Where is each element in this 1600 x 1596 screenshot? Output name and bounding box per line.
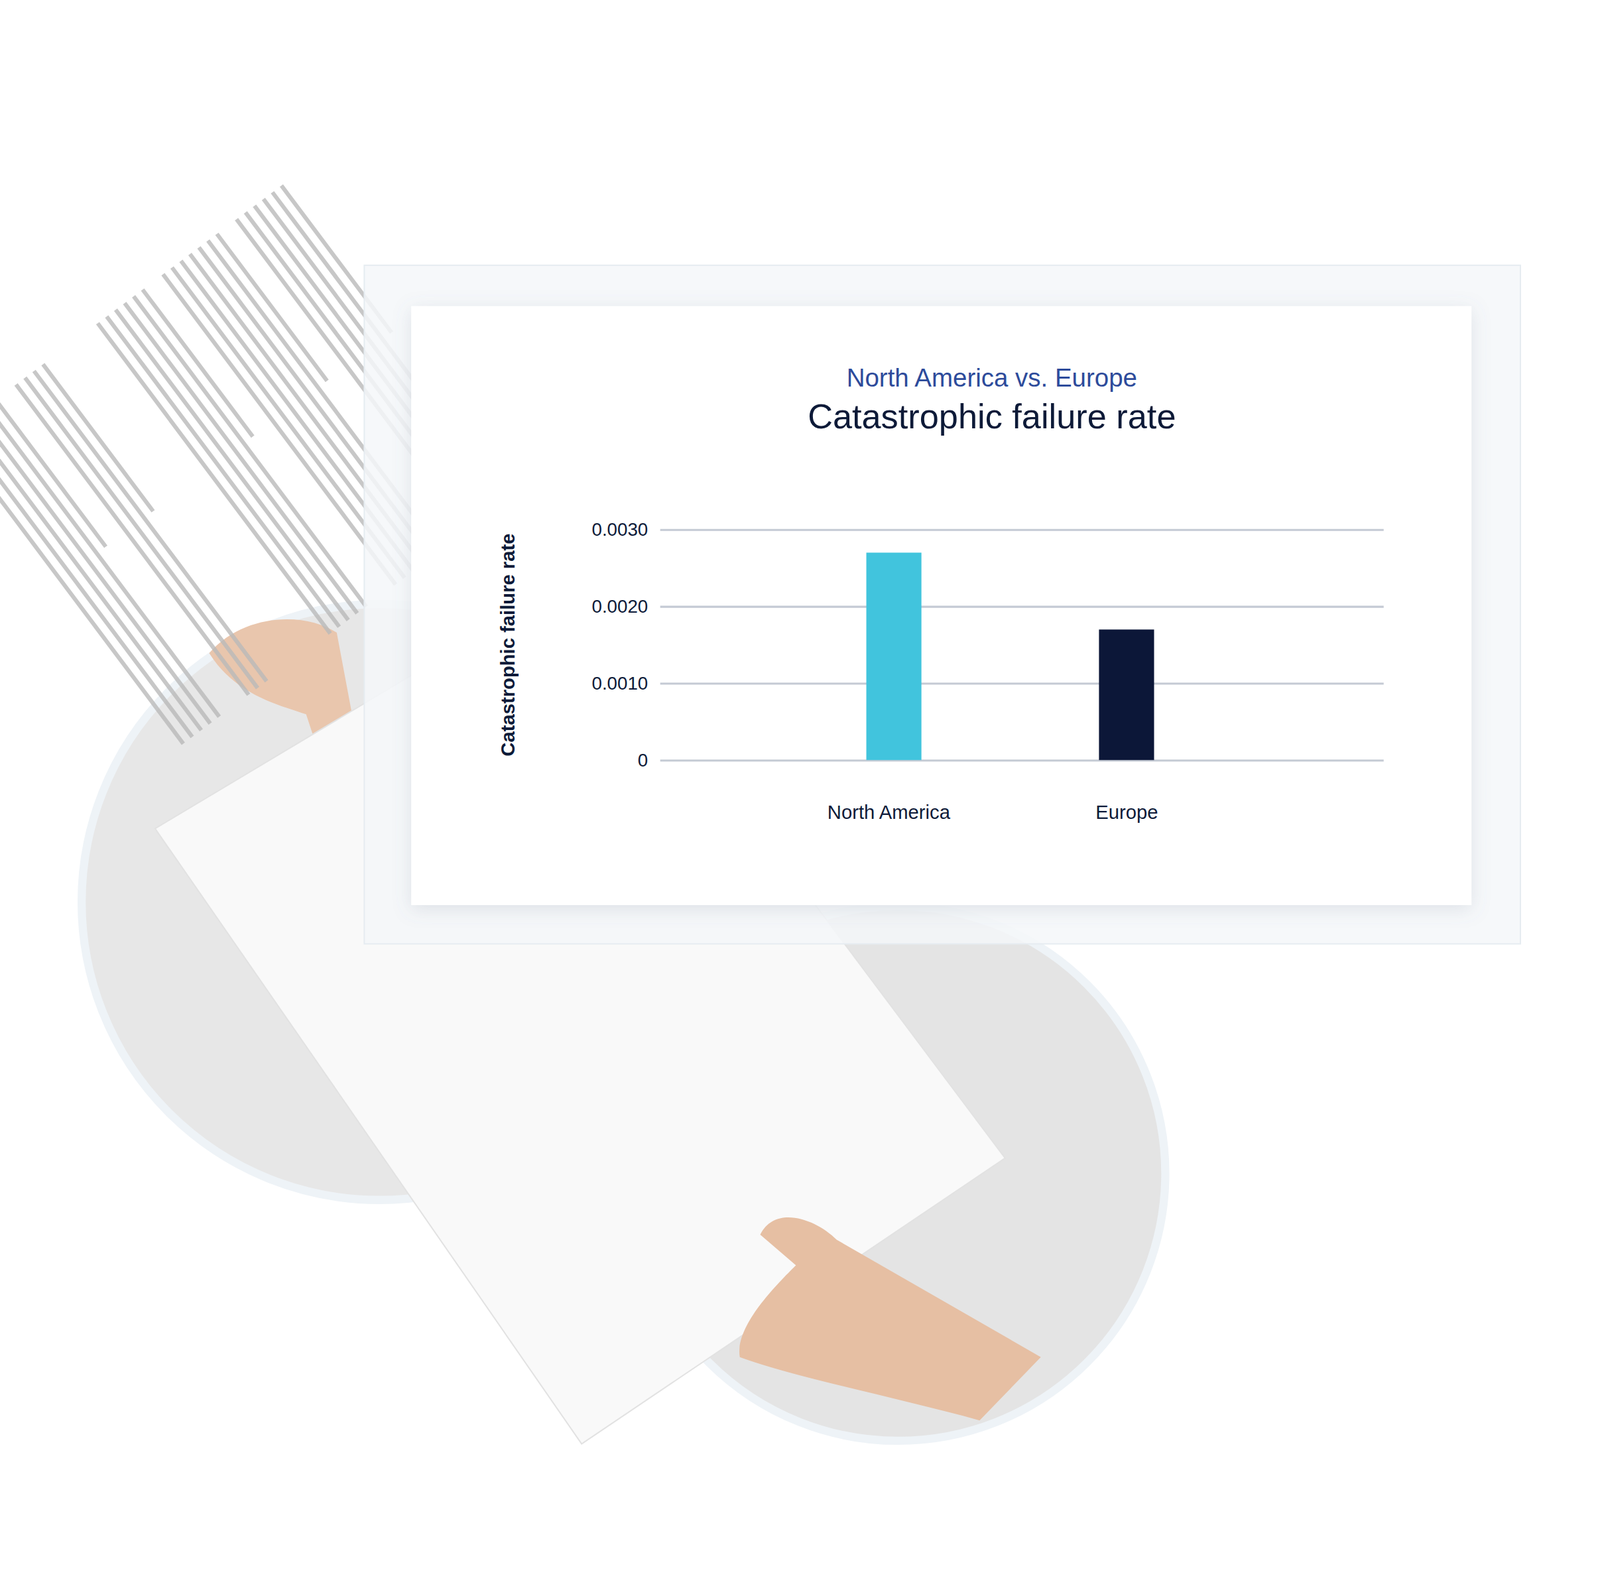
paper-line [215, 232, 329, 382]
y-tick-label: 0.0030 [592, 519, 649, 540]
x-tick: North America [827, 759, 951, 823]
x-tick-label: North America [827, 801, 951, 823]
y-tick: 0 [637, 749, 1384, 771]
y-axis-line [660, 529, 1384, 761]
paper-line [104, 315, 341, 629]
grid-line [660, 606, 1384, 609]
paper-line [32, 369, 269, 683]
bar [1098, 629, 1154, 760]
grid-line [660, 529, 1384, 532]
paper-line [131, 295, 369, 609]
subtitle: North America vs. Europe [846, 363, 1138, 392]
y-axis: 0 0.0010 0.0020 0.0030 [592, 519, 1384, 771]
card-frame [364, 265, 1521, 944]
card [411, 306, 1472, 906]
grid-line [660, 759, 1384, 762]
y-tick: 0.0020 [592, 596, 1384, 617]
paper-line [14, 383, 251, 697]
canvas: North America vs. Europe Catastrophic fai… [0, 0, 1600, 1596]
x-tick: Europe [1095, 759, 1158, 823]
bar [866, 552, 922, 760]
paper-line [23, 376, 260, 690]
y-tick-label: 0.0010 [592, 673, 649, 694]
hand [739, 1217, 1042, 1421]
paper-line [0, 398, 108, 548]
y-axis-title: Catastrophic failure rate [497, 533, 519, 757]
grid-line [660, 682, 1384, 685]
x-axis: North America Europe [827, 759, 1159, 823]
paper-line [96, 322, 333, 636]
y-tick: 0.0010 [592, 673, 1384, 694]
paper-line [114, 308, 351, 622]
y-tick: 0.0030 [592, 519, 1384, 540]
title: Catastrophic failure rate [807, 397, 1176, 436]
paper-line [41, 362, 155, 512]
bars [866, 552, 1155, 760]
x-axis-line [894, 759, 1128, 761]
paper-line [141, 288, 255, 438]
x-tick-label: Europe [1095, 801, 1158, 823]
y-tick-label: 0.0020 [592, 596, 649, 617]
paper-line [123, 301, 360, 615]
y-tick-label: 0 [637, 749, 648, 771]
